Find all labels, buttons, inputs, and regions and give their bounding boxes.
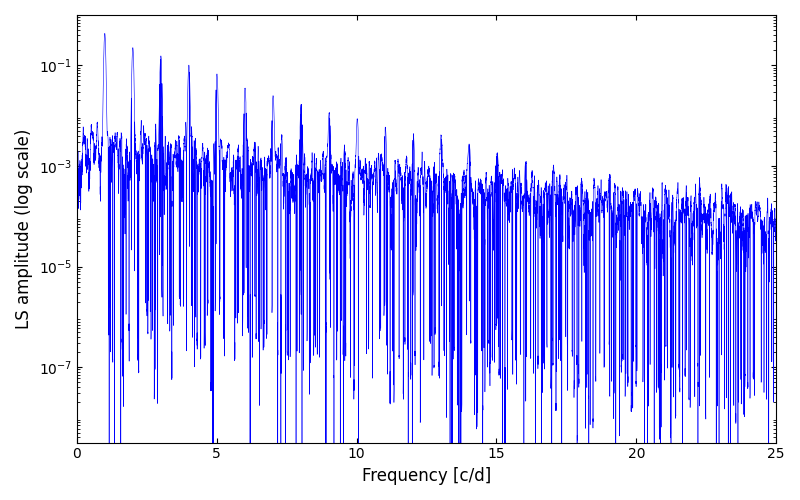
X-axis label: Frequency [c/d]: Frequency [c/d] bbox=[362, 467, 491, 485]
Y-axis label: LS amplitude (log scale): LS amplitude (log scale) bbox=[15, 128, 33, 329]
